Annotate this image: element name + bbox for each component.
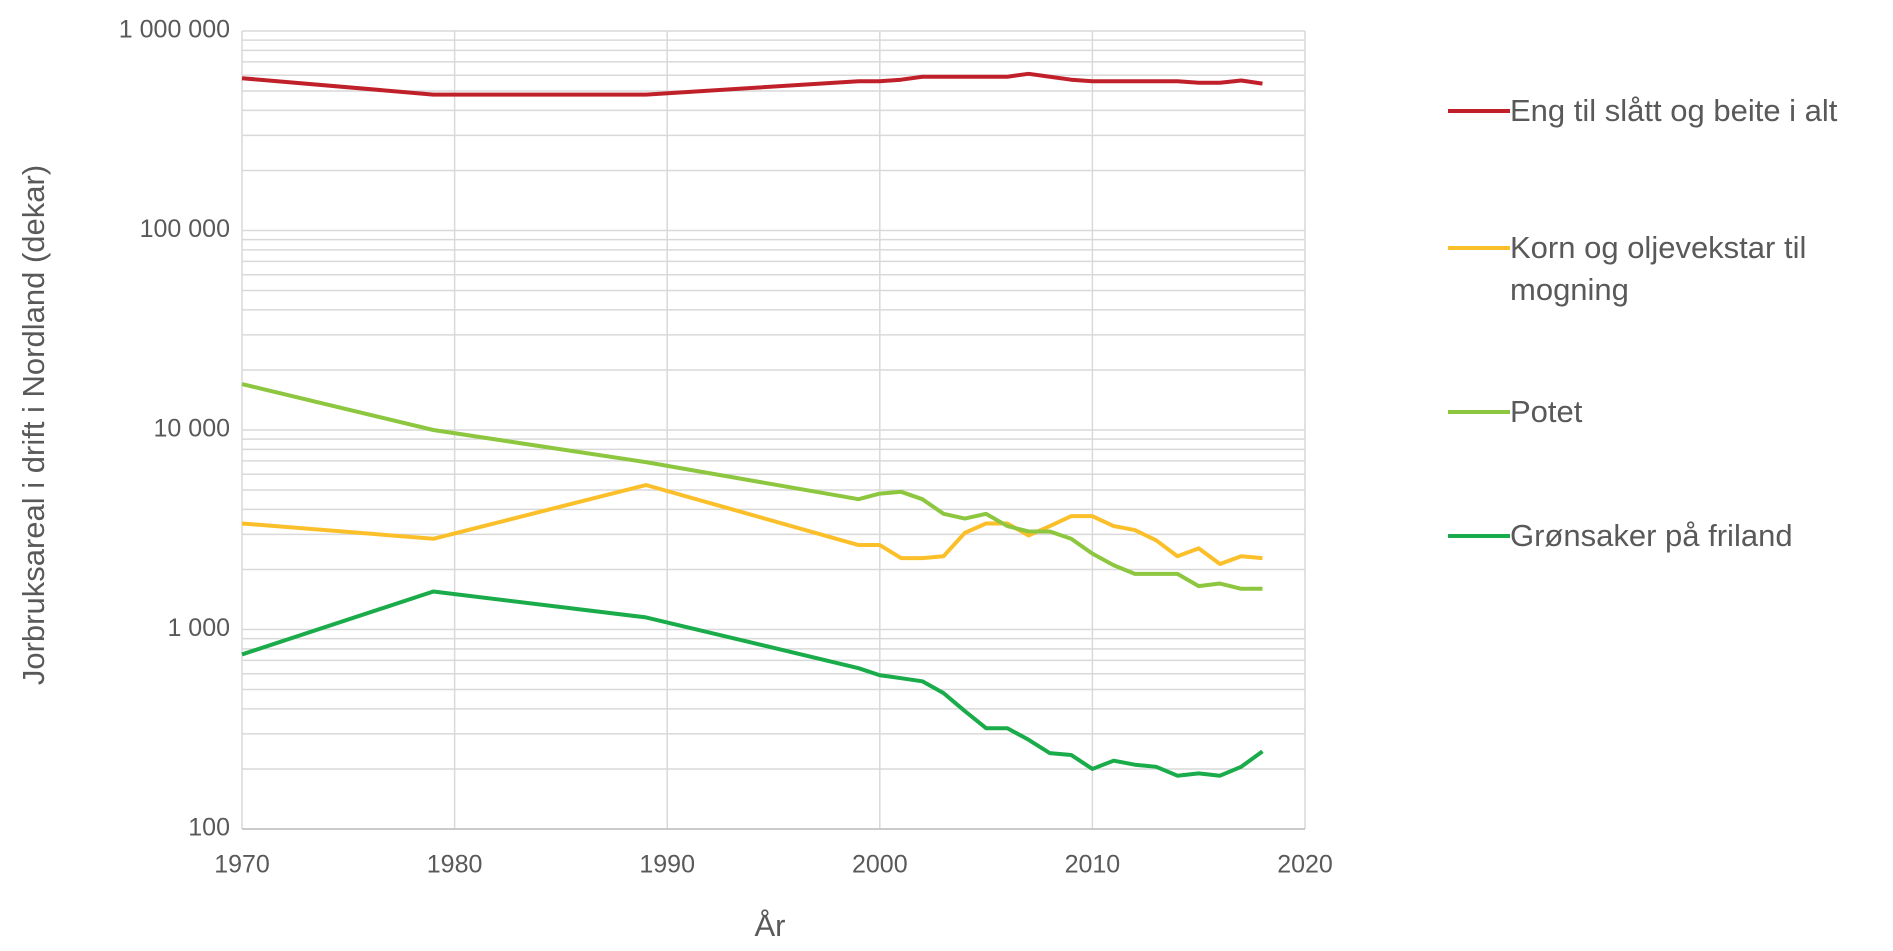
legend-swatch bbox=[1448, 109, 1510, 113]
legend-swatch bbox=[1448, 534, 1510, 538]
x-tick-label: 1990 bbox=[639, 851, 695, 879]
x-tick-label: 1970 bbox=[214, 851, 270, 879]
legend-item: Eng til slått og beite i alt bbox=[1448, 90, 1878, 132]
y-axis-label: Jorbruksareal i drift i Nordland (dekar) bbox=[16, 165, 51, 685]
y-tick-label: 1 000 bbox=[167, 614, 230, 642]
y-tick-label: 100 bbox=[188, 814, 230, 842]
legend: Eng til slått og beite i alt Korn og olje… bbox=[1448, 90, 1878, 557]
x-axis-label: År bbox=[755, 908, 786, 943]
legend-label: Potet bbox=[1510, 394, 1583, 429]
series-line bbox=[241, 589, 1264, 778]
legend-swatch bbox=[1448, 410, 1510, 414]
x-tick-label: 2010 bbox=[1065, 851, 1121, 879]
legend-label: Grønsaker på friland bbox=[1510, 518, 1793, 553]
x-tick-label: 1980 bbox=[427, 851, 483, 879]
y-tick-label: 100 000 bbox=[140, 215, 230, 243]
legend-label: Korn og oljevekstar til mogning bbox=[1510, 230, 1807, 307]
legend-label: Eng til slått og beite i alt bbox=[1510, 93, 1838, 128]
legend-item: Korn og oljevekstar til mogning bbox=[1448, 227, 1878, 311]
x-tick-label: 2000 bbox=[852, 851, 908, 879]
series-line bbox=[241, 382, 1263, 591]
x-tick-label: 2020 bbox=[1277, 851, 1333, 879]
y-tick-label: 10 000 bbox=[154, 415, 230, 443]
legend-item: Grønsaker på friland bbox=[1448, 515, 1878, 557]
series-line bbox=[241, 483, 1263, 566]
y-tick-label: 1 000 000 bbox=[119, 16, 230, 44]
series-line bbox=[241, 71, 1263, 97]
legend-item: Potet bbox=[1448, 391, 1878, 433]
legend-swatch bbox=[1448, 246, 1510, 250]
